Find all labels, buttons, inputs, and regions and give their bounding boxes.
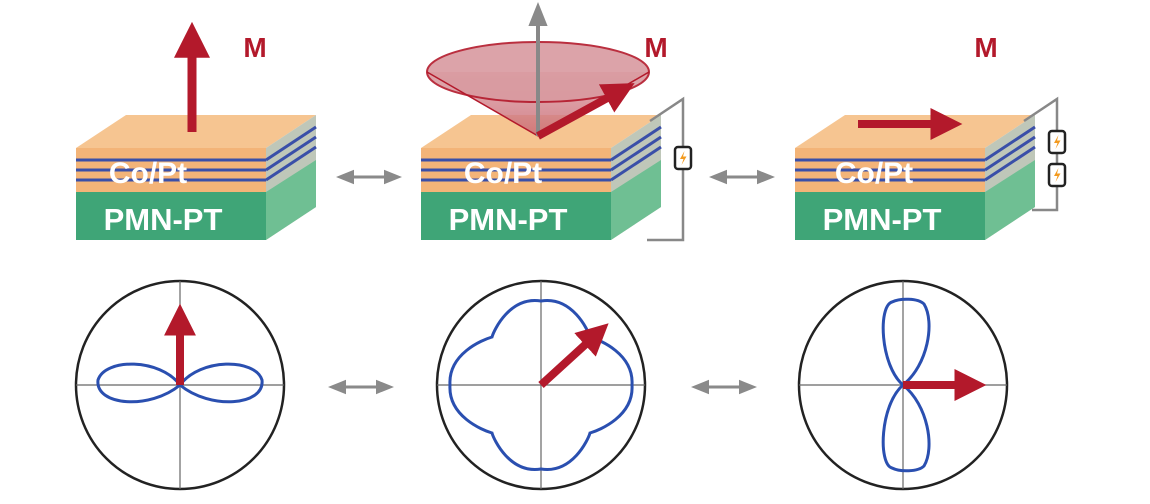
magnetization-label: M (974, 32, 997, 63)
film-stack: Co/Pt PMN-PT (795, 115, 1036, 240)
battery-icon (673, 145, 693, 171)
layer-label-copt: Co/Pt (464, 157, 542, 190)
panel-canted: Co/Pt PMN-PT M (421, 2, 693, 491)
battery-icon (1047, 129, 1067, 155)
magnetization-label: M (243, 32, 266, 63)
film-stack: Co/Pt PMN-PT (76, 115, 317, 240)
voltage-circuit (1023, 96, 1067, 212)
panel-out-of-plane: Co/Pt PMN-PT M (74, 21, 317, 491)
battery-icon (1047, 162, 1067, 188)
magnetization-arrow (536, 83, 635, 140)
film-stack: Co/Pt PMN-PT (421, 115, 662, 240)
substrate-label: PMN-PT (823, 202, 942, 237)
substrate-label: PMN-PT (449, 202, 568, 237)
panel-in-plane: Co/Pt PMN-PT M (795, 32, 1067, 491)
layer-label-copt: Co/Pt (835, 157, 913, 190)
layer-label-copt: Co/Pt (109, 157, 187, 190)
polar-plot-canted (435, 279, 647, 491)
magnetization-vector (538, 323, 609, 388)
magnetization-label: M (644, 32, 667, 63)
polar-plot-out-of-plane (74, 279, 286, 491)
substrate-label: PMN-PT (104, 202, 223, 237)
voltage-circuit (647, 96, 693, 242)
polar-plot-in-plane (797, 279, 1009, 491)
